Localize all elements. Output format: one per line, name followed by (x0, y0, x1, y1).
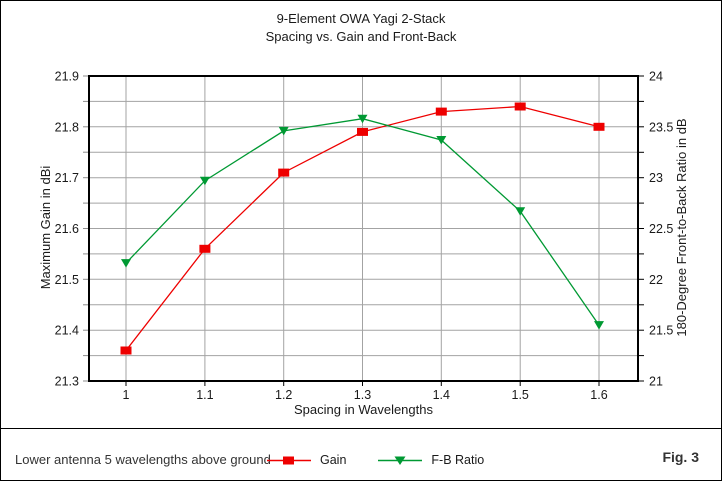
right-tick-label: 21.5 (649, 324, 673, 338)
gain-marker (120, 346, 132, 355)
legend-gain-marker-icon (267, 456, 311, 464)
legend-label-gain: Gain (320, 453, 347, 467)
right-axis-title: 180-Degree Front-to-Back Ratio in dB (674, 118, 689, 337)
f-b-ratio-marker (121, 259, 131, 268)
x-tick-label: 1 (123, 388, 130, 402)
plot-frame (88, 75, 639, 382)
legend-item-f-b-ratio: F-B Ratio (378, 453, 484, 467)
chart-title-block: 9-Element OWA Yagi 2-Stack Spacing vs. G… (1, 10, 721, 46)
f-b-ratio-marker (515, 207, 526, 216)
legend-item-gain: Gain (267, 453, 346, 467)
gain-marker (199, 244, 211, 253)
f-b-ratio-marker (357, 114, 368, 124)
footer-note: Lower antenna 5 wavelengths above ground (15, 452, 271, 467)
chart-legend: Gain F-B Ratio (267, 453, 484, 467)
right-tick-label: 23.5 (649, 120, 673, 134)
x-tick-label: 1.2 (275, 388, 292, 402)
gain-marker (593, 122, 605, 131)
left-tick-label: 21.4 (55, 324, 79, 338)
chart-plot: 21.3 21.4 21.5 21.6 21.7 21.8 21.9 21 21.5 22 22.5… (55, 70, 674, 403)
x-tick-label: 1.1 (196, 388, 213, 402)
right-tick-label: 24 (649, 70, 663, 84)
footer-divider (1, 428, 721, 429)
gain-marker (435, 107, 447, 116)
left-tick-label: 21.3 (55, 375, 79, 389)
legend-label-f-b-ratio: F-B Ratio (431, 453, 485, 467)
gain-marker (278, 168, 290, 177)
f-b-ratio-marker (278, 126, 289, 136)
left-tick-label: 21.7 (55, 171, 79, 185)
x-tick-label: 1.5 (512, 388, 529, 402)
f-b-ratio-marker (199, 176, 210, 186)
gain-marker (357, 127, 368, 136)
chart-subtitle: Spacing vs. Gain and Front-Back (265, 29, 457, 44)
right-tick-label: 21 (649, 375, 663, 389)
right-tick-label: 22 (649, 273, 663, 287)
left-tick-label: 21.8 (55, 120, 79, 134)
legend-f-b-ratio-marker-icon (378, 456, 423, 465)
x-tick-label: 1.6 (590, 388, 607, 402)
f-b-ratio-marker (436, 136, 447, 145)
right-tick-label: 23 (649, 171, 663, 185)
left-tick-label: 21.6 (55, 222, 79, 236)
figure-number-label: Fig. 3 (662, 449, 699, 465)
x-tick-label: 1.3 (354, 388, 371, 402)
left-tick-label: 21.9 (55, 70, 79, 84)
left-axis-title: Maximum Gain in dBi (38, 165, 53, 290)
x-tick-label: 1.4 (433, 388, 450, 402)
gain-marker (514, 102, 526, 111)
left-tick-label: 21.5 (55, 273, 79, 287)
right-tick-label: 22.5 (649, 222, 673, 236)
chart-title: 9-Element OWA Yagi 2-Stack (276, 11, 446, 26)
x-axis-title: Spacing in Wavelengths (294, 402, 433, 417)
f-b-ratio-marker (594, 321, 604, 330)
